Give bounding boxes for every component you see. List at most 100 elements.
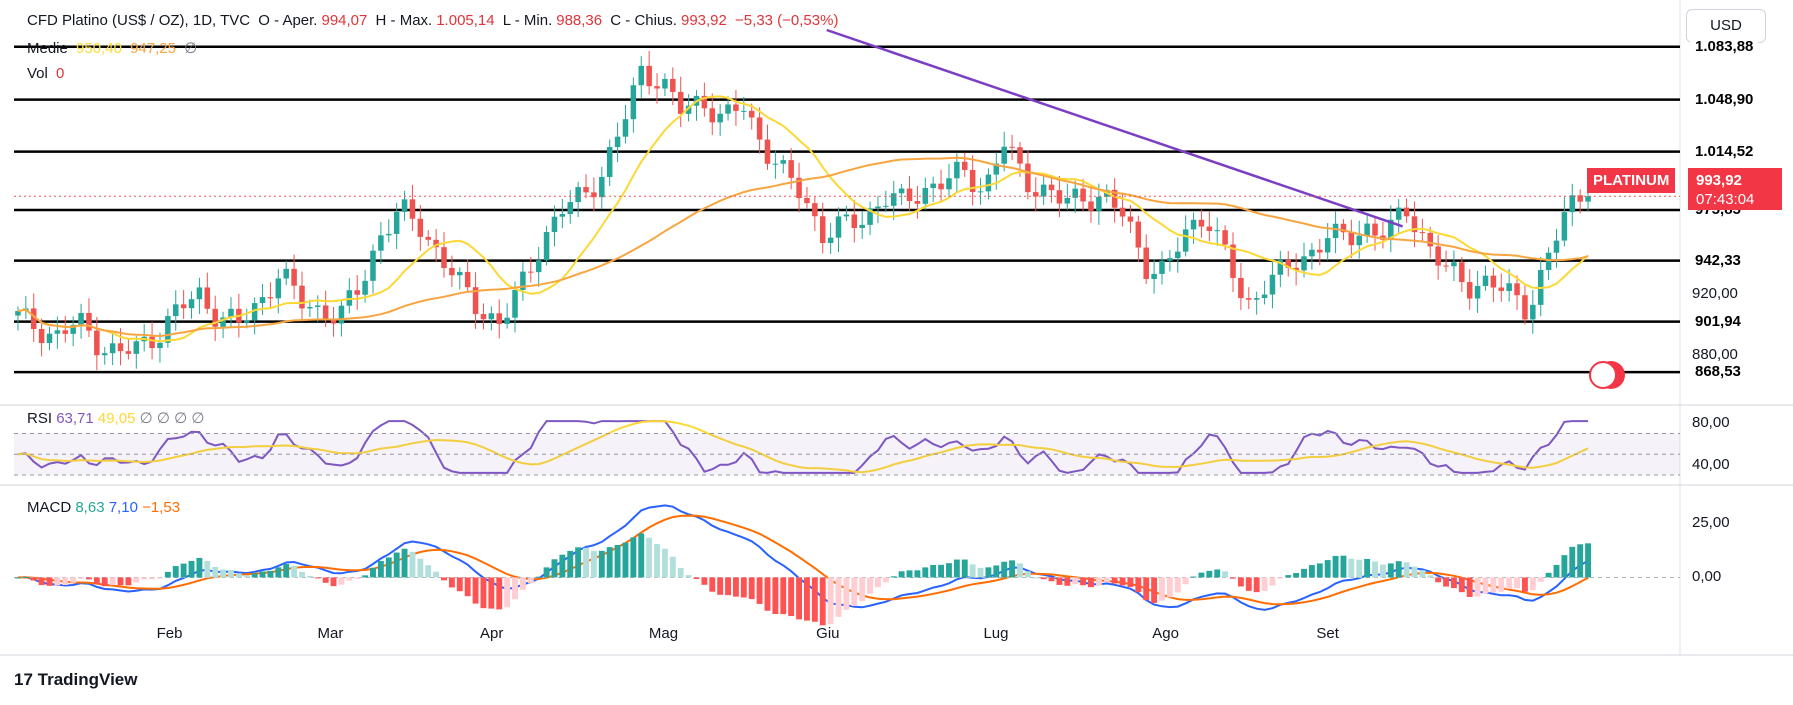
macd-histogram-bar (93, 577, 100, 585)
candle-up (488, 313, 495, 320)
candle-down (764, 139, 771, 164)
macd-histogram-bar (1119, 577, 1126, 586)
macd-legend[interactable]: MACD 8,63 7,10 −1,53 (27, 499, 180, 516)
macd-histogram-bar (575, 547, 582, 578)
price-tick-label: 880,00 (1692, 345, 1738, 363)
macd-histogram-bar (204, 560, 211, 578)
macd-histogram-bar (1222, 571, 1229, 578)
candle-down (1403, 207, 1410, 217)
candle-up (717, 113, 723, 123)
candle-up (883, 205, 889, 207)
candle-up (1096, 196, 1102, 211)
candle-down (1443, 265, 1449, 267)
macd-histogram-bar (922, 567, 929, 578)
candle-up (977, 191, 984, 193)
candle-up (133, 341, 140, 354)
price-pane (0, 0, 1793, 656)
candle-down (149, 336, 155, 349)
tradingview-logo[interactable]: 17 TradingView (14, 670, 137, 690)
macd-histogram-bar (1111, 577, 1118, 584)
candle-up (1190, 219, 1197, 230)
candle-down (441, 247, 447, 268)
candle-up (1277, 259, 1284, 275)
candle-up (1364, 223, 1370, 236)
macd-histogram-bar (433, 571, 440, 578)
countdown-timer: 07:43:04 (1696, 191, 1755, 208)
macd-histogram-bar (930, 564, 937, 578)
candle-down (709, 108, 716, 123)
time-axis-label: Feb (156, 625, 183, 642)
macd-histogram-bar (251, 573, 258, 578)
candle-up (165, 316, 171, 343)
macd-histogram-bar (772, 577, 779, 614)
ma-empty-value: ∅ (184, 40, 198, 57)
macd-histogram-bar (512, 577, 518, 600)
macd-histogram-bar (30, 577, 37, 581)
candle-down (1459, 262, 1465, 283)
macd-histogram-bar (1482, 577, 1489, 594)
candle-up (1506, 283, 1512, 291)
candle-up (559, 214, 566, 217)
macd-histogram-bar (1032, 577, 1039, 579)
macd-histogram-bar (756, 577, 763, 604)
rsi-signal-value: 49,05 (97, 410, 136, 427)
macd-histogram-bar (804, 577, 810, 621)
candle-up (315, 305, 321, 307)
macd-histogram-bar (725, 577, 731, 596)
volume-legend[interactable]: Vol 0 (27, 65, 68, 82)
macd-histogram-bar (1379, 564, 1386, 578)
macd-histogram-bar (1151, 577, 1158, 603)
candle-up (46, 333, 53, 344)
macd-histogram-bar (906, 570, 913, 578)
macd-histogram-bar (1545, 572, 1552, 578)
candle-down (1111, 189, 1118, 208)
candle-down (1490, 275, 1497, 288)
candle-down (591, 192, 597, 198)
candle-up (1167, 258, 1173, 261)
candle-down (299, 285, 305, 309)
high-label: H - Max. (375, 12, 433, 29)
candle-down (417, 218, 424, 237)
macd-histogram-bar (1332, 555, 1339, 578)
candle-down (654, 86, 660, 89)
candle-down (969, 169, 976, 192)
candle-down (433, 239, 439, 248)
last-price-badge: 993,92 07:43:04 (1688, 168, 1782, 210)
macd-histogram-bar (496, 577, 503, 610)
candle-up (157, 342, 163, 349)
candle-up (614, 136, 621, 148)
macd-histogram-bar (22, 576, 29, 578)
macd-histogram-bar (78, 577, 85, 579)
macd-histogram-bar (701, 577, 708, 585)
candle-up (898, 188, 905, 194)
candle-down (94, 330, 100, 356)
candle-down (322, 305, 329, 320)
time-axis-label: Set (1316, 625, 1339, 642)
macd-histogram-bar (1308, 565, 1315, 578)
price-level-label: 901,94 (1690, 311, 1746, 331)
candle-down (733, 104, 739, 111)
macd-histogram-bar (1364, 558, 1371, 578)
candle-up (772, 163, 779, 165)
macd-histogram-bar (275, 567, 282, 578)
candle-up (109, 343, 116, 354)
ma-legend[interactable]: Medie 950,40 947,25 ∅ (27, 39, 201, 57)
candle-down (851, 214, 858, 228)
candle-down (804, 198, 810, 204)
macd-histogram-bar (1245, 577, 1252, 591)
candle-down (1285, 259, 1291, 268)
candle-down (1372, 223, 1378, 236)
macd-histogram-bar (559, 554, 566, 578)
rsi-legend[interactable]: RSI 63,71 49,05 ∅ ∅ ∅ ∅ (27, 409, 204, 427)
macd-histogram-bar (914, 570, 921, 578)
candle-down (1427, 232, 1434, 247)
candle-up (370, 250, 376, 281)
macd-histogram-bar (1443, 577, 1449, 587)
candle-up (1072, 188, 1078, 198)
time-axis-label: Ago (1152, 625, 1179, 642)
candle-down (354, 290, 360, 295)
candle-up (1356, 235, 1363, 246)
macd-histogram-bar (196, 557, 203, 578)
macd-histogram-bar (890, 576, 897, 578)
